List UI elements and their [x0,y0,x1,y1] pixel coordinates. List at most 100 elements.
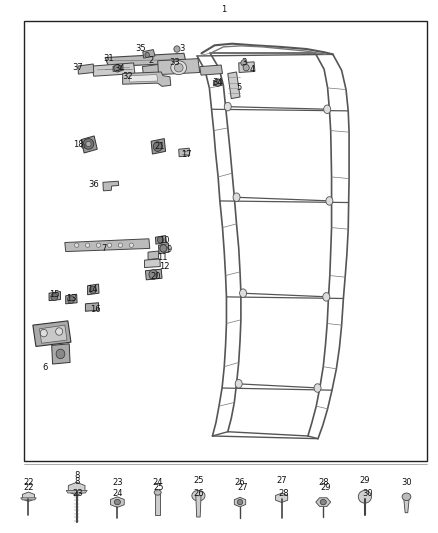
Ellipse shape [241,60,247,66]
Polygon shape [155,492,160,515]
Ellipse shape [235,379,242,388]
Polygon shape [85,303,99,311]
Polygon shape [196,496,201,517]
Text: 36: 36 [88,181,99,189]
Ellipse shape [56,328,63,335]
Ellipse shape [160,245,167,252]
Polygon shape [78,64,94,74]
Text: 35: 35 [136,44,146,53]
Text: 23: 23 [73,489,83,498]
Text: 29: 29 [360,477,370,485]
Ellipse shape [89,286,96,294]
Polygon shape [200,65,223,75]
Polygon shape [68,482,85,495]
Polygon shape [148,251,159,260]
Ellipse shape [118,243,123,247]
Text: 9: 9 [166,246,171,254]
Polygon shape [145,269,162,280]
Polygon shape [179,148,190,157]
Text: 22: 22 [23,483,34,492]
Text: 37: 37 [73,63,83,71]
Ellipse shape [81,144,85,148]
Ellipse shape [174,63,183,72]
Polygon shape [66,294,77,304]
Ellipse shape [114,499,120,505]
Polygon shape [66,490,87,493]
Bar [24,21,427,461]
Text: 18: 18 [74,141,84,149]
Text: 34: 34 [114,64,124,72]
Ellipse shape [174,46,180,52]
Ellipse shape [192,490,205,501]
Text: 24: 24 [152,478,163,487]
Text: 27: 27 [237,483,247,492]
Polygon shape [103,181,119,191]
Ellipse shape [83,139,94,149]
Text: 28: 28 [318,478,328,487]
Polygon shape [110,497,124,507]
Polygon shape [276,493,288,503]
Polygon shape [22,492,35,502]
Polygon shape [105,53,186,67]
Text: 29: 29 [320,483,331,492]
Text: 6: 6 [42,364,47,372]
Ellipse shape [74,243,79,247]
Polygon shape [49,292,60,301]
Ellipse shape [114,64,121,72]
Text: 25: 25 [154,483,164,492]
Text: 3: 3 [242,58,247,67]
Ellipse shape [145,52,149,58]
Ellipse shape [320,499,326,505]
Text: 11: 11 [157,253,167,262]
Polygon shape [234,497,246,507]
Text: 24: 24 [112,489,123,498]
Text: 10: 10 [159,237,170,245]
Polygon shape [21,498,36,500]
Text: 3: 3 [179,44,184,53]
Text: 34: 34 [212,78,223,87]
Text: 21: 21 [155,142,165,150]
Text: 1: 1 [221,5,226,14]
Polygon shape [228,72,240,99]
Text: 12: 12 [159,262,170,271]
Text: 30: 30 [401,478,412,487]
Ellipse shape [214,79,221,86]
Ellipse shape [129,243,134,247]
Polygon shape [39,325,67,343]
Polygon shape [316,498,331,506]
Text: 16: 16 [90,305,101,313]
Polygon shape [143,50,155,58]
Text: 23: 23 [112,478,123,487]
Ellipse shape [323,293,330,301]
Ellipse shape [237,499,243,505]
Text: 32: 32 [123,72,133,80]
Ellipse shape [171,61,187,75]
Text: 5: 5 [236,84,241,92]
Ellipse shape [233,193,240,201]
Ellipse shape [243,64,249,71]
Ellipse shape [154,490,161,495]
Ellipse shape [107,243,112,247]
Polygon shape [213,80,222,86]
Ellipse shape [149,270,158,279]
Ellipse shape [157,237,163,243]
Text: 7: 7 [102,245,107,253]
Ellipse shape [153,142,162,151]
Text: 25: 25 [193,477,204,485]
Polygon shape [151,139,166,154]
Ellipse shape [86,141,91,147]
Polygon shape [33,321,71,346]
Ellipse shape [240,289,247,297]
Ellipse shape [324,105,331,114]
Text: 4: 4 [249,66,254,74]
Text: 17: 17 [181,150,191,159]
Ellipse shape [326,197,333,205]
Ellipse shape [67,296,74,303]
Ellipse shape [51,293,58,301]
Text: 27: 27 [276,477,287,485]
Polygon shape [52,344,70,364]
Text: 14: 14 [87,285,97,294]
Text: 22: 22 [23,478,34,487]
Polygon shape [123,72,171,86]
Polygon shape [158,59,200,75]
